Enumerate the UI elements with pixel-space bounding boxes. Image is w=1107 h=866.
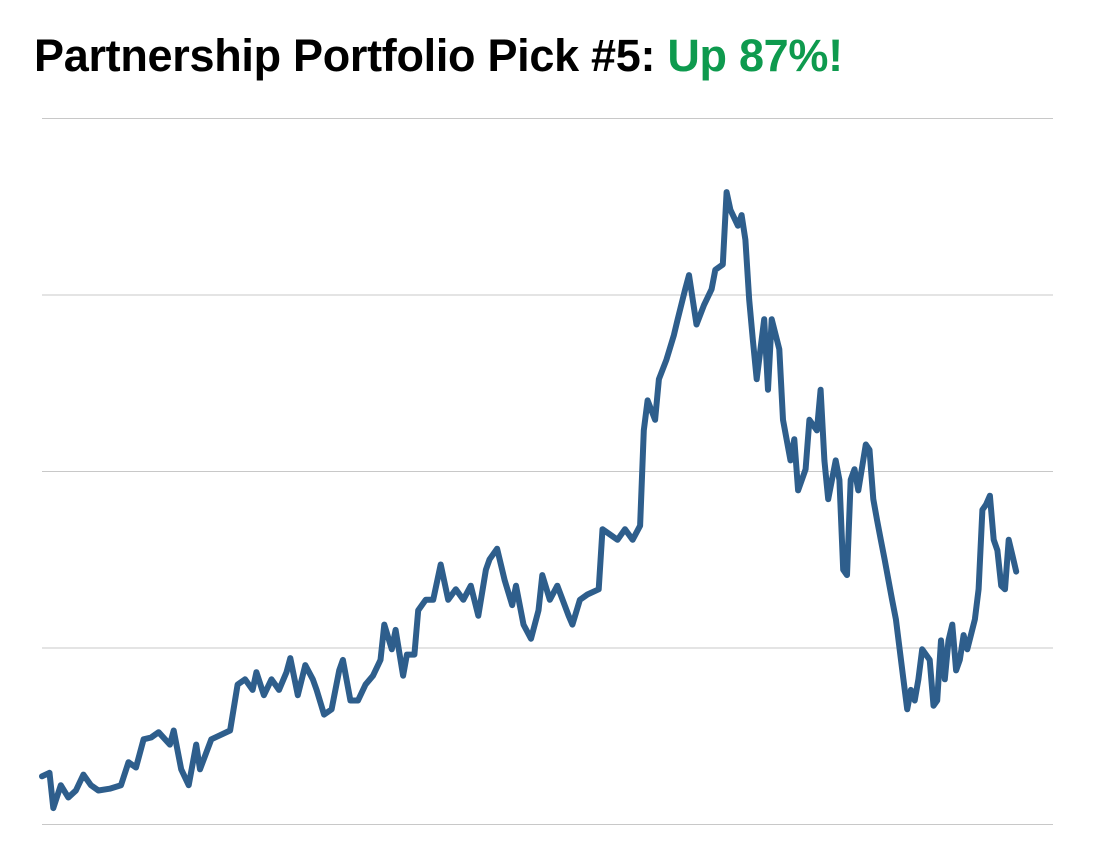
chart-title: Partnership Portfolio Pick #5: Up 87%! (34, 30, 843, 82)
title-highlight: Up 87%! (667, 30, 843, 81)
gridlines (42, 118, 1053, 825)
series-group (39, 189, 1020, 812)
series-line-price (39, 189, 1020, 812)
title-main: Partnership Portfolio Pick #5: (34, 30, 668, 81)
